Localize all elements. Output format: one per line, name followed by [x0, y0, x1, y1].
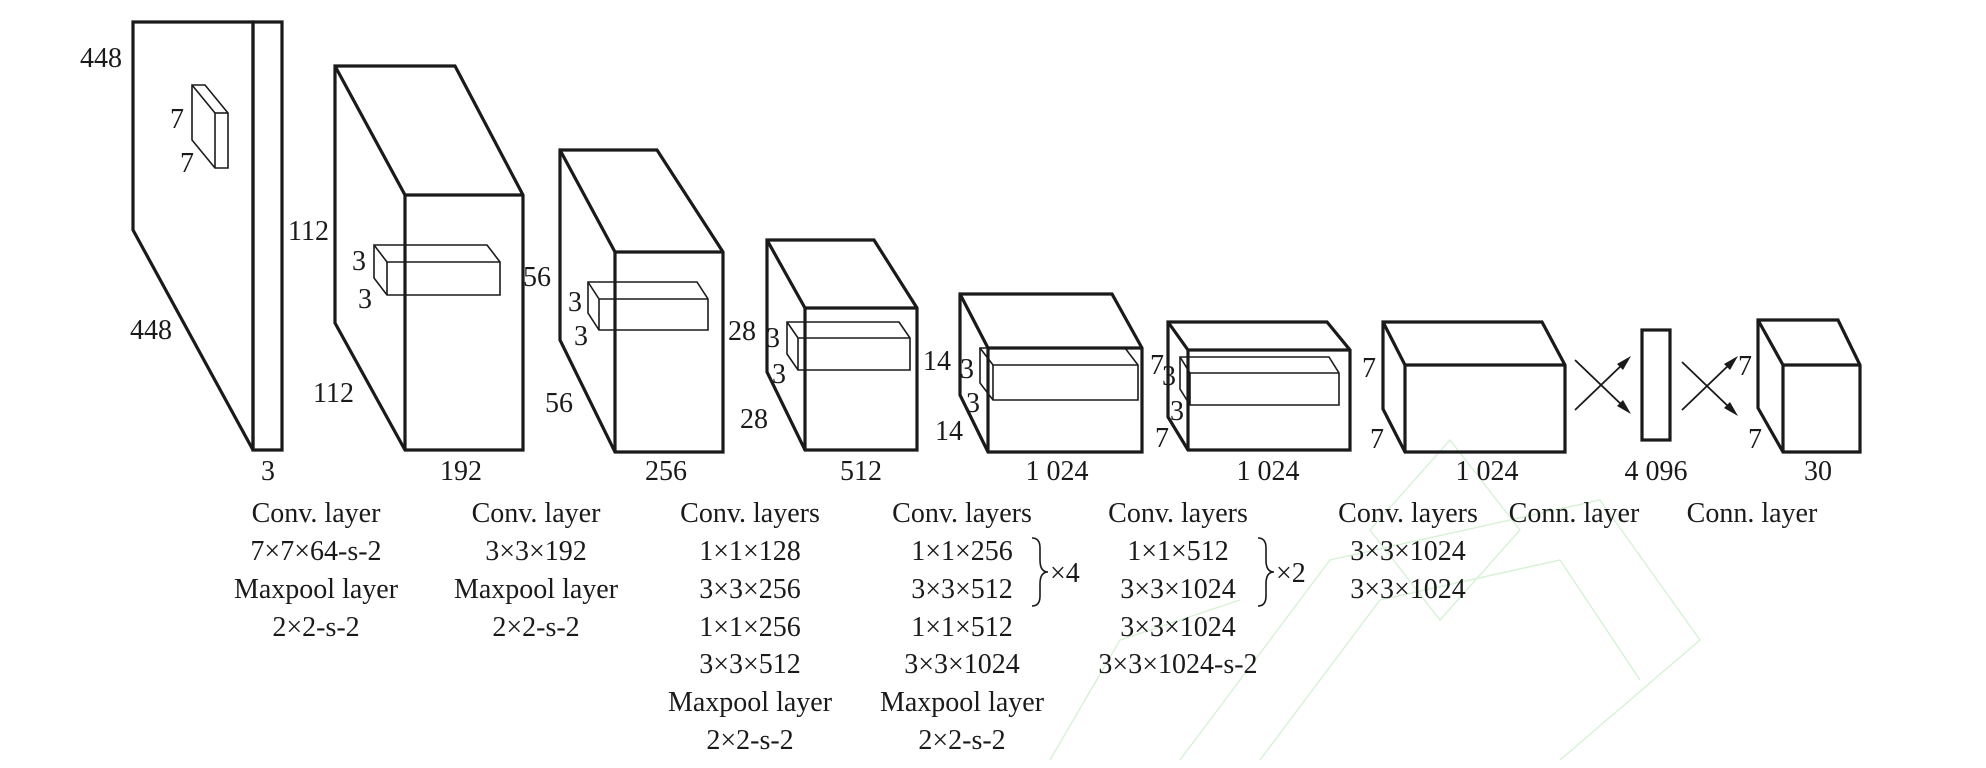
conv4-kernel-label-1: 3: [960, 354, 974, 385]
conv6-height-label: 7: [1362, 353, 1376, 384]
conv2-width-label: 56: [545, 388, 573, 419]
conv4-volume: [958, 292, 1144, 454]
caption-5-line-4: 3×3×1024: [1120, 612, 1236, 643]
caption-column-2: Conv. layer 3×3×192 Maxpool layer 2×2-s-…: [454, 498, 619, 643]
caption-5-line-1: Conv. layers: [1108, 498, 1248, 529]
caption-7-line-1: Conn. layer: [1509, 498, 1640, 529]
caption-3-line-4: 1×1×256: [699, 612, 801, 643]
conv2-kernel-label-1: 3: [568, 287, 582, 318]
conv2-height-label: 56: [523, 262, 551, 293]
conv3-kernel-label-2: 3: [772, 359, 786, 390]
caption-column-1: Conv. layer 7×7×64-s-2 Maxpool layer 2×2…: [234, 498, 399, 643]
caption-column-3: Conv. layers 1×1×128 3×3×256 1×1×256 3×3…: [668, 498, 833, 756]
caption-3-line-2: 1×1×128: [699, 536, 801, 567]
caption-column-7: Conn. layer: [1509, 498, 1640, 529]
conv1-depth-label: 192: [440, 456, 482, 487]
output-depth-label: 30: [1804, 456, 1832, 487]
caption-1-line-1: Conv. layer: [252, 498, 381, 529]
conv6-volume: [1381, 320, 1567, 454]
input-volume: [131, 20, 284, 452]
caption-2-line-3: Maxpool layer: [454, 574, 619, 605]
caption-2-line-2: 3×3×192: [485, 536, 587, 567]
conv5-depth-label: 1 024: [1237, 456, 1300, 487]
caption-1-line-2: 7×7×64-s-2: [250, 536, 381, 567]
conv5-height-label: 7: [1150, 350, 1164, 381]
caption-3-line-5: 3×3×512: [699, 649, 801, 680]
input-height-label: 448: [80, 43, 122, 74]
conv3-depth-label: 512: [840, 456, 882, 487]
conv4-depth-label: 1 024: [1026, 456, 1089, 487]
fc-depth-label: 4 096: [1625, 456, 1688, 487]
conv5-volume: [1166, 320, 1352, 452]
caption-column-5: Conv. layers 1×1×512 3×3×1024 3×3×1024 3…: [1098, 498, 1305, 680]
output-height-label: 7: [1738, 351, 1752, 382]
repeat-label-4: ×4: [1050, 558, 1080, 589]
conv4-kernel-label-2: 3: [966, 388, 980, 419]
caption-column-8: Conn. layer: [1687, 498, 1818, 529]
input-kernel-label-1: 7: [170, 104, 184, 135]
conv1-height-label: 112: [288, 216, 329, 247]
output-width-label: 7: [1748, 424, 1762, 455]
conv2-kernel-label-2: 3: [574, 321, 588, 352]
watermark: [1049, 438, 1701, 761]
conv3-volume: [765, 238, 919, 452]
fc-4096-bar: [1640, 328, 1672, 442]
caption-8-line-1: Conn. layer: [1687, 498, 1818, 529]
conv5-kernel-label-2: 3: [1170, 396, 1184, 427]
connection-arrows-2: [1681, 356, 1738, 416]
repeat-brace-4: [1031, 537, 1049, 607]
input-depth-label: 3: [261, 456, 275, 487]
conv6-width-label: 7: [1370, 424, 1384, 455]
caption-column-6: Conv. layers 3×3×1024 3×3×1024: [1338, 498, 1478, 605]
conv6-depth-label: 1 024: [1456, 456, 1519, 487]
caption-4-line-3: 3×3×512: [911, 574, 1013, 605]
caption-6-line-3: 3×3×1024: [1350, 574, 1466, 605]
caption-1-line-3: Maxpool layer: [234, 574, 399, 605]
caption-4-line-6: Maxpool layer: [880, 687, 1045, 718]
caption-1-line-4: 2×2-s-2: [272, 612, 359, 643]
caption-4-line-4: 1×1×512: [911, 612, 1013, 643]
conv1-kernel-label-2: 3: [358, 284, 372, 315]
caption-3-line-7: 2×2-s-2: [706, 725, 793, 756]
conv2-depth-label: 256: [645, 456, 687, 487]
repeat-brace-5: [1257, 537, 1275, 607]
caption-6-line-1: Conv. layers: [1338, 498, 1478, 529]
conv3-width-label: 28: [740, 404, 768, 435]
caption-4-line-5: 3×3×1024: [904, 649, 1020, 680]
caption-5-line-3: 3×3×1024: [1120, 574, 1236, 605]
caption-3-line-1: Conv. layers: [680, 498, 820, 529]
caption-6-line-2: 3×3×1024: [1350, 536, 1466, 567]
caption-4-line-7: 2×2-s-2: [918, 725, 1005, 756]
caption-column-4: Conv. layers 1×1×256 3×3×512 1×1×512 3×3…: [880, 498, 1080, 756]
conv2-volume: [558, 148, 725, 454]
caption-4-line-2: 1×1×256: [911, 536, 1013, 567]
caption-5-line-2: 1×1×512: [1127, 536, 1229, 567]
input-width-label: 448: [130, 315, 172, 346]
caption-4-line-1: Conv. layers: [892, 498, 1032, 529]
input-kernel-label-2: 7: [180, 148, 194, 179]
caption-5-line-5: 3×3×1024-s-2: [1098, 649, 1257, 680]
conv4-height-label: 14: [923, 346, 951, 377]
caption-3-line-6: Maxpool layer: [668, 687, 833, 718]
conv1-kernel-label-1: 3: [352, 246, 366, 277]
caption-2-line-1: Conv. layer: [472, 498, 601, 529]
conv3-height-label: 28: [728, 316, 756, 347]
conv4-width-label: 14: [935, 416, 963, 447]
caption-3-line-3: 3×3×256: [699, 574, 801, 605]
conv3-kernel-label-1: 3: [766, 323, 780, 354]
conv5-kernel-label-1: 3: [1162, 361, 1176, 392]
connection-arrows-1: [1574, 356, 1631, 414]
caption-2-line-4: 2×2-s-2: [492, 612, 579, 643]
repeat-label-5: ×2: [1276, 558, 1306, 589]
conv1-width-label: 112: [313, 378, 354, 409]
conv1-volume: [333, 64, 525, 452]
conv5-width-label: 7: [1155, 423, 1169, 454]
output-volume: [1756, 318, 1862, 454]
